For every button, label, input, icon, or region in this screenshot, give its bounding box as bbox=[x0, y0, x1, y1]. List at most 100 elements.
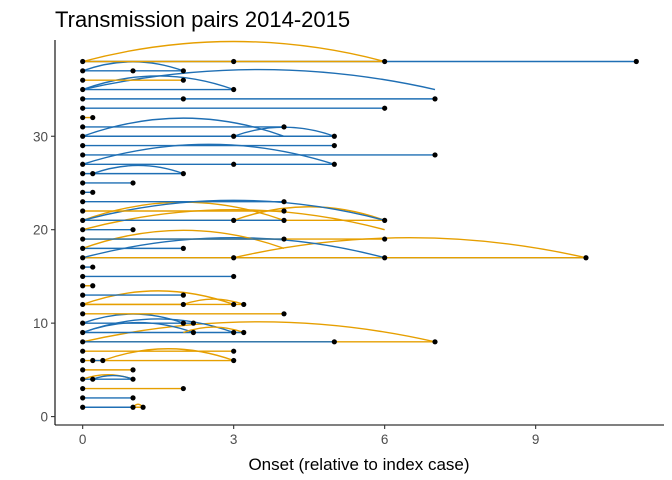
onset-point-56 bbox=[382, 217, 388, 223]
onset-point-14 bbox=[100, 357, 106, 364]
x-tick-label-6: 6 bbox=[381, 432, 389, 447]
pair-line-26 bbox=[183, 298, 244, 306]
onset-point-97 bbox=[633, 58, 639, 65]
onset-point-38 bbox=[80, 273, 86, 280]
onset-point-11 bbox=[130, 367, 136, 373]
onset-point-24 bbox=[241, 329, 247, 336]
onset-point-50 bbox=[382, 236, 388, 242]
onset-point-16 bbox=[80, 348, 86, 354]
onset-point-74 bbox=[331, 142, 337, 149]
plot-lines-layer bbox=[82, 40, 637, 408]
y-tick-label-30: 30 bbox=[33, 129, 48, 144]
onset-point-91 bbox=[80, 68, 86, 74]
onset-point-61 bbox=[80, 189, 86, 195]
pair-line-33 bbox=[233, 237, 587, 259]
onset-point-92 bbox=[130, 68, 136, 74]
onset-point-51 bbox=[80, 227, 86, 233]
onset-point-73 bbox=[80, 142, 86, 149]
onset-point-55 bbox=[281, 217, 287, 223]
onset-point-34 bbox=[80, 292, 86, 298]
onset-point-52 bbox=[130, 227, 136, 233]
onset-point-96 bbox=[382, 58, 388, 65]
onset-point-66 bbox=[90, 171, 96, 177]
onset-point-54 bbox=[231, 217, 237, 223]
onset-point-60 bbox=[281, 199, 287, 205]
onset-point-88 bbox=[231, 86, 237, 93]
x-axis-label: Onset (relative to index case) bbox=[248, 455, 469, 474]
onset-point-78 bbox=[80, 124, 86, 130]
onset-point-9 bbox=[130, 376, 136, 382]
onset-point-0 bbox=[80, 404, 86, 410]
onset-point-62 bbox=[90, 189, 96, 195]
x-axis-ticks: 0 3 6 9 bbox=[79, 425, 539, 447]
onset-point-84 bbox=[80, 96, 86, 102]
onset-point-6 bbox=[180, 385, 186, 392]
onset-point-43 bbox=[231, 255, 237, 261]
onset-point-40 bbox=[80, 264, 86, 270]
onset-point-94 bbox=[80, 58, 86, 65]
onset-point-69 bbox=[231, 161, 237, 167]
x-tick-label-9: 9 bbox=[532, 432, 540, 447]
x-tick-label-3: 3 bbox=[230, 432, 238, 447]
onset-point-29 bbox=[281, 311, 287, 317]
onset-point-25 bbox=[80, 320, 86, 326]
onset-point-15 bbox=[231, 357, 237, 364]
onset-point-93 bbox=[180, 68, 186, 74]
pair-line-72 bbox=[82, 40, 385, 63]
onset-point-63 bbox=[80, 180, 86, 186]
onset-point-81 bbox=[90, 114, 96, 121]
onset-point-77 bbox=[331, 133, 337, 139]
onset-point-1 bbox=[130, 404, 136, 410]
onset-point-35 bbox=[180, 292, 186, 298]
y-axis-ticks: 0 10 20 30 bbox=[33, 129, 55, 425]
onset-point-68 bbox=[80, 161, 86, 167]
onset-point-47 bbox=[180, 245, 186, 251]
onset-point-7 bbox=[80, 376, 86, 382]
pair-line-58 bbox=[82, 117, 285, 137]
onset-point-64 bbox=[130, 180, 136, 186]
pair-line-19 bbox=[183, 326, 244, 334]
pair-line-10 bbox=[102, 348, 234, 362]
onset-point-87 bbox=[80, 86, 86, 93]
onset-point-95 bbox=[231, 58, 237, 65]
onset-point-2 bbox=[140, 404, 146, 410]
onset-point-26 bbox=[180, 320, 186, 326]
y-tick-label-20: 20 bbox=[33, 223, 48, 238]
onset-point-79 bbox=[281, 124, 287, 130]
onset-point-53 bbox=[80, 217, 86, 223]
onset-point-23 bbox=[231, 329, 237, 336]
onset-point-30 bbox=[80, 301, 86, 308]
pair-line-45 bbox=[233, 206, 385, 222]
onset-point-89 bbox=[80, 77, 86, 83]
onset-point-65 bbox=[80, 171, 86, 177]
onset-point-80 bbox=[80, 114, 86, 121]
chart-title: Transmission pairs 2014-2015 bbox=[55, 7, 350, 32]
onset-point-83 bbox=[382, 105, 388, 111]
onset-point-45 bbox=[583, 255, 589, 261]
onset-point-86 bbox=[432, 96, 438, 102]
onset-point-57 bbox=[80, 208, 86, 214]
pair-line-37 bbox=[82, 229, 285, 250]
onset-point-37 bbox=[90, 283, 96, 289]
onset-point-59 bbox=[80, 199, 86, 205]
onset-point-36 bbox=[80, 283, 86, 289]
onset-point-75 bbox=[80, 133, 86, 139]
onset-point-48 bbox=[80, 236, 86, 242]
onset-point-58 bbox=[281, 208, 287, 214]
onset-point-13 bbox=[90, 357, 96, 364]
onset-point-32 bbox=[231, 301, 237, 308]
onset-point-12 bbox=[80, 357, 86, 364]
onset-point-42 bbox=[80, 255, 86, 261]
onset-point-72 bbox=[432, 152, 438, 158]
y-tick-label-10: 10 bbox=[33, 316, 48, 331]
onset-point-67 bbox=[180, 171, 186, 177]
onset-point-33 bbox=[241, 301, 247, 308]
pair-line-52 bbox=[92, 164, 184, 175]
onset-point-71 bbox=[80, 152, 86, 158]
onset-point-4 bbox=[130, 395, 136, 401]
onset-point-17 bbox=[231, 348, 237, 354]
onset-point-49 bbox=[281, 236, 287, 242]
onset-point-76 bbox=[231, 133, 237, 139]
